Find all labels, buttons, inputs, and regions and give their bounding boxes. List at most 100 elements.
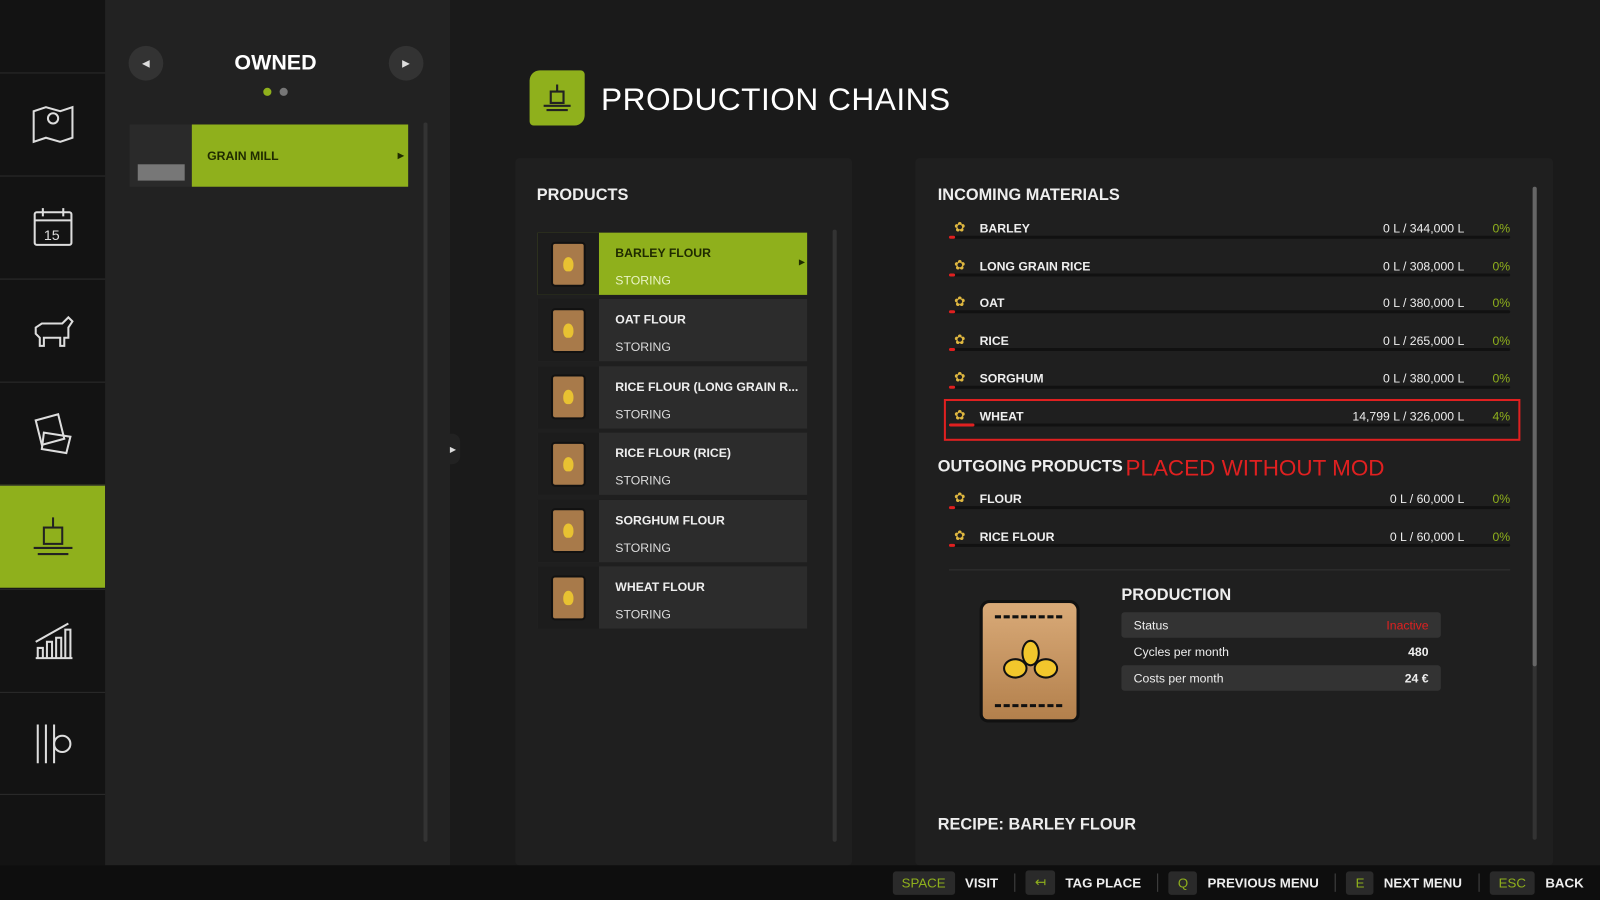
action-label[interactable]: BACK: [1545, 874, 1584, 891]
fill-level: [948, 348, 955, 352]
material-name: RICE: [979, 333, 1009, 349]
grain-mill-thumbnail: [129, 124, 192, 187]
fill-level: [948, 385, 955, 389]
next-page-button[interactable]: ▶: [388, 45, 424, 81]
product-status: STORING: [615, 340, 671, 355]
annotation-text: PLACED WITHOUT MOD: [1125, 455, 1385, 481]
fill-level-bar: [948, 506, 1511, 510]
product-item[interactable]: SORGHUM FLOUR STORING: [537, 499, 808, 562]
collapse-panel-button[interactable]: ▶: [445, 433, 461, 465]
product-name: RICE FLOUR (RICE): [615, 446, 731, 461]
material-name: FLOUR: [979, 491, 1022, 507]
action-label[interactable]: TAG PLACE: [1065, 874, 1142, 891]
material-name: SORGHUM: [979, 371, 1044, 386]
status-value: Inactive: [1386, 617, 1429, 633]
prev-page-button[interactable]: ◀: [128, 45, 164, 81]
statistics-icon: [34, 622, 72, 660]
places-title: OWNED: [234, 51, 317, 75]
material-row: ✿ RICE FLOUR 0 L / 60,000 L 0%: [948, 527, 1511, 566]
product-status: STORING: [615, 273, 671, 288]
page-dot[interactable]: [279, 87, 288, 96]
fill-level-bar: [948, 348, 1511, 352]
production-icon: [33, 517, 72, 556]
barley-flour-bag-icon: [979, 599, 1080, 723]
product-name: BARLEY FLOUR: [615, 245, 711, 261]
product-item[interactable]: BARLEY FLOUR STORING ▶: [537, 232, 808, 295]
nav-production[interactable]: [0, 484, 106, 588]
key-hint[interactable]: ↤: [1025, 870, 1056, 895]
nav-statistics[interactable]: [0, 588, 106, 692]
key-hint[interactable]: E: [1346, 870, 1374, 895]
material-amount: 0 L / 344,000 L: [1383, 221, 1465, 236]
calendar-icon: 15: [33, 208, 72, 246]
product-item[interactable]: RICE FLOUR (LONG GRAIN R... STORING: [537, 366, 808, 429]
status-row: Status Inactive: [1121, 612, 1441, 638]
fill-level: [948, 310, 955, 314]
action-label[interactable]: NEXT MENU: [1383, 874, 1462, 891]
separator: [1157, 873, 1159, 892]
material-name: RICE FLOUR: [979, 529, 1055, 544]
nav-animals[interactable]: [0, 278, 106, 382]
material-amount: 0 L / 380,000 L: [1383, 296, 1465, 311]
crop-icon: ✿: [954, 527, 966, 543]
fill-level: [948, 235, 955, 239]
recipe-title: RECIPE: BARLEY FLOUR: [937, 816, 1137, 834]
product-name: WHEAT FLOUR: [615, 579, 705, 594]
cycles-row: Cycles per month 480: [1121, 639, 1440, 665]
material-percent: 4%: [1492, 408, 1511, 423]
chevron-right-icon: ▶: [397, 151, 405, 161]
product-status: STORING: [615, 607, 671, 622]
place-label: GRAIN MILL: [207, 148, 279, 163]
products-scrollbar[interactable]: [832, 229, 837, 842]
material-percent: 0%: [1492, 333, 1511, 349]
separator: [1335, 873, 1337, 892]
separator: [1478, 873, 1480, 892]
fill-level: [948, 273, 955, 277]
page-dot-active[interactable]: [263, 87, 272, 96]
flour-bag-icon: [551, 574, 586, 620]
main-nav: 15: [0, 0, 106, 866]
product-item[interactable]: OAT FLOUR STORING: [537, 299, 808, 362]
map-icon: [32, 105, 73, 144]
key-hint[interactable]: Q: [1168, 870, 1198, 895]
fill-level-bar: [948, 235, 1511, 239]
product-item[interactable]: WHEAT FLOUR STORING: [537, 566, 808, 629]
product-item[interactable]: RICE FLOUR (RICE) STORING: [537, 432, 808, 496]
material-row: ✿ OAT 0 L / 380,000 L 0%: [948, 294, 1511, 333]
material-row: ✿ RICE 0 L / 265,000 L 0%: [948, 332, 1511, 371]
material-amount: 0 L / 60,000 L: [1389, 491, 1465, 507]
action-label[interactable]: VISIT: [964, 874, 999, 891]
details-scrollbar[interactable]: [1532, 186, 1537, 840]
nav-settings[interactable]: [0, 691, 106, 795]
incoming-title: INCOMING MATERIALS: [937, 186, 1120, 205]
nav-contracts[interactable]: [0, 381, 106, 485]
place-item-grain-mill[interactable]: GRAIN MILL ▶: [129, 124, 409, 187]
highlight-box: [943, 398, 1521, 441]
material-amount: 0 L / 60,000 L: [1389, 529, 1465, 544]
fill-level-bar: [948, 273, 1511, 277]
crop-icon: ✿: [954, 294, 966, 310]
action-label[interactable]: PREVIOUS MENU: [1207, 874, 1319, 891]
chevron-right-icon: ▶: [798, 257, 806, 267]
costs-row: Costs per month 24 €: [1121, 665, 1441, 691]
crop-icon: ✿: [954, 219, 966, 235]
fill-level-bar: [948, 310, 1511, 314]
cycles-value: 480: [1408, 644, 1429, 659]
material-percent: 0%: [1492, 529, 1511, 544]
flour-bag-icon: [551, 508, 586, 554]
costs-value: 24 €: [1404, 670, 1429, 686]
fill-level: [948, 543, 955, 547]
flour-bag-icon: [551, 241, 586, 287]
nav-map[interactable]: [0, 72, 106, 175]
crop-icon: ✿: [954, 406, 966, 422]
settings-icon: [36, 723, 71, 763]
places-scrollbar[interactable]: [423, 122, 428, 842]
animals-icon: [34, 315, 74, 347]
product-status: STORING: [615, 540, 671, 555]
key-hint[interactable]: ESC: [1489, 870, 1536, 895]
material-name: LONG GRAIN RICE: [979, 258, 1091, 274]
nav-calendar[interactable]: 15: [0, 175, 106, 279]
footer-bar: SPACE VISIT ↤ TAG PLACE Q PREVIOUS MENU E NEXT …: [0, 865, 1600, 900]
crop-icon: ✿: [954, 489, 966, 506]
key-hint[interactable]: SPACE: [892, 870, 955, 895]
